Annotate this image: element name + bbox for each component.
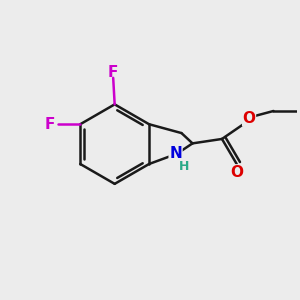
Text: F: F bbox=[108, 65, 119, 80]
Text: F: F bbox=[45, 117, 55, 132]
Text: H: H bbox=[179, 160, 190, 173]
Text: O: O bbox=[243, 111, 256, 126]
Text: N: N bbox=[169, 146, 182, 161]
Text: O: O bbox=[230, 165, 243, 180]
